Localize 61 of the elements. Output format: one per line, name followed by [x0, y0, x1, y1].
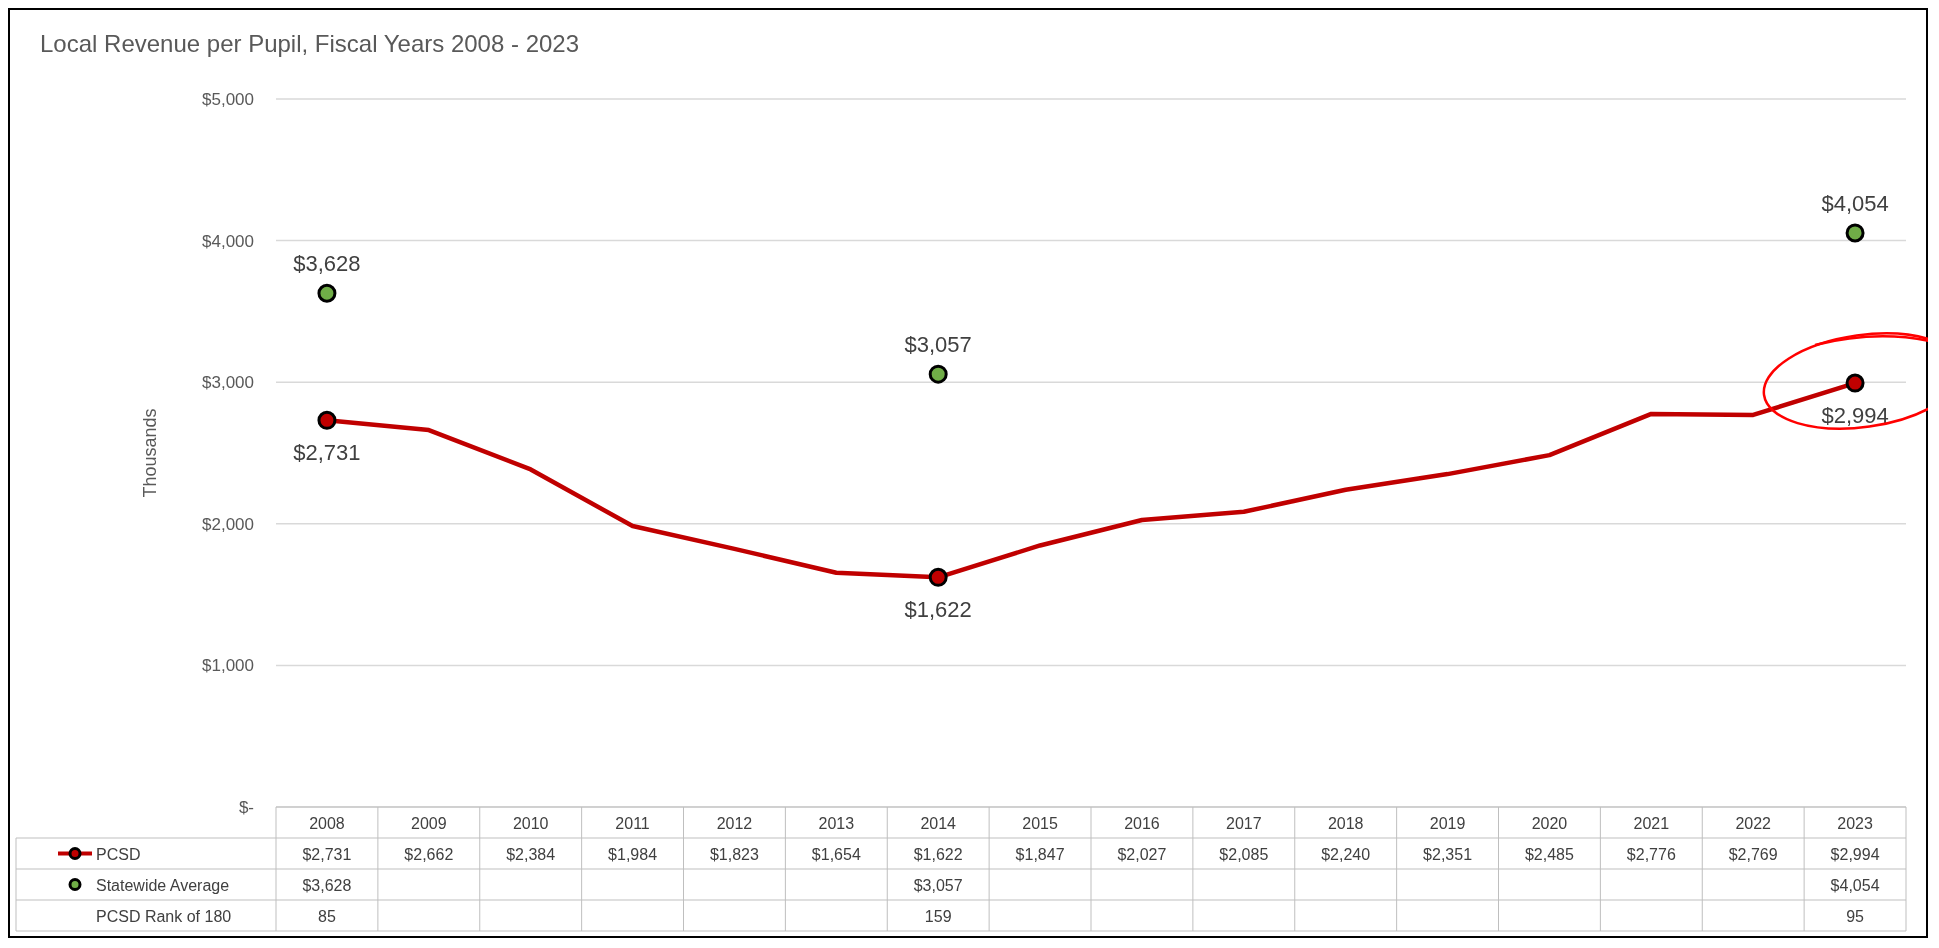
- y-tick-label: $5,000: [202, 90, 254, 109]
- data-label: $2,027: [1117, 845, 1167, 863]
- data-label: $1,984: [608, 845, 658, 863]
- annotation: $3,628: [293, 251, 361, 277]
- x-tick-label: 2016: [1124, 814, 1160, 832]
- x-tick-label: 2020: [1531, 814, 1568, 832]
- data-label: $3,628: [302, 876, 352, 894]
- data-label: $3,057: [913, 876, 963, 894]
- data-label: $2,384: [506, 845, 556, 863]
- data-label: $2,776: [1626, 845, 1676, 863]
- x-tick-label: 2019: [1429, 814, 1466, 832]
- data-label: $2,085: [1219, 845, 1269, 863]
- text: PCSD Rank of 180: [96, 907, 232, 925]
- x-tick-label: 2008: [309, 814, 345, 832]
- point: [928, 364, 948, 384]
- point: [1845, 373, 1865, 393]
- legend-label: Statewide Average: [96, 876, 230, 894]
- x-tick-label: 2023: [1837, 814, 1873, 832]
- data-label: $2,485: [1524, 845, 1575, 863]
- data-label: $2,994: [1830, 845, 1880, 863]
- data-label: $2,240: [1321, 845, 1371, 863]
- y-axis-title: Thousands: [140, 408, 160, 498]
- legend-label: PCSD: [96, 845, 141, 863]
- x-tick-label: 2009: [411, 814, 447, 832]
- data-label: $1,823: [709, 845, 760, 863]
- x-tick-label: 2015: [1022, 814, 1058, 832]
- x-tick-label: 2018: [1327, 814, 1364, 832]
- data-label: $1,847: [1015, 845, 1065, 863]
- data-label: $4,054: [1830, 876, 1880, 894]
- point: [1845, 223, 1865, 243]
- data-label: $2,731: [302, 845, 352, 863]
- x-tick-label: 2022: [1735, 814, 1772, 832]
- point: [317, 283, 337, 303]
- data-label: $1,622: [913, 845, 963, 863]
- y-tick-label: $-: [238, 798, 254, 817]
- y-tick-label: $4,000: [202, 231, 254, 251]
- y-tick-label: $2,000: [202, 514, 254, 534]
- annotation: $2,731: [293, 440, 361, 466]
- data-label: $2,769: [1728, 845, 1778, 863]
- x-tick-label: 2021: [1633, 814, 1670, 832]
- x-tick-label: 2014: [920, 814, 957, 832]
- annotation: $4,054: [1821, 190, 1889, 216]
- x-tick-label: 2011: [615, 814, 650, 832]
- text: 159: [924, 907, 952, 925]
- annotation: $3,057: [904, 332, 972, 358]
- point: [928, 567, 948, 587]
- x-tick-label: 2012: [716, 814, 753, 832]
- x-tick-label: 2017: [1226, 814, 1262, 832]
- y-tick-label: $1,000: [202, 656, 254, 676]
- x-tick-label: 2013: [818, 814, 855, 832]
- y-tick-label: $3,000: [202, 373, 254, 393]
- x-tick-label: 2010: [512, 814, 549, 832]
- text: 95: [1846, 907, 1865, 925]
- point: [317, 410, 337, 430]
- text: 85: [318, 907, 336, 925]
- data-label: $2,662: [404, 845, 454, 863]
- annotation: $1,622: [904, 597, 972, 623]
- data-label: $1,654: [811, 845, 861, 863]
- annotation: $2,994: [1821, 403, 1889, 429]
- data-label: $2,351: [1423, 845, 1473, 863]
- chart-title: Local Revenue per Pupil, Fiscal Years 2008 - 2023: [40, 30, 580, 57]
